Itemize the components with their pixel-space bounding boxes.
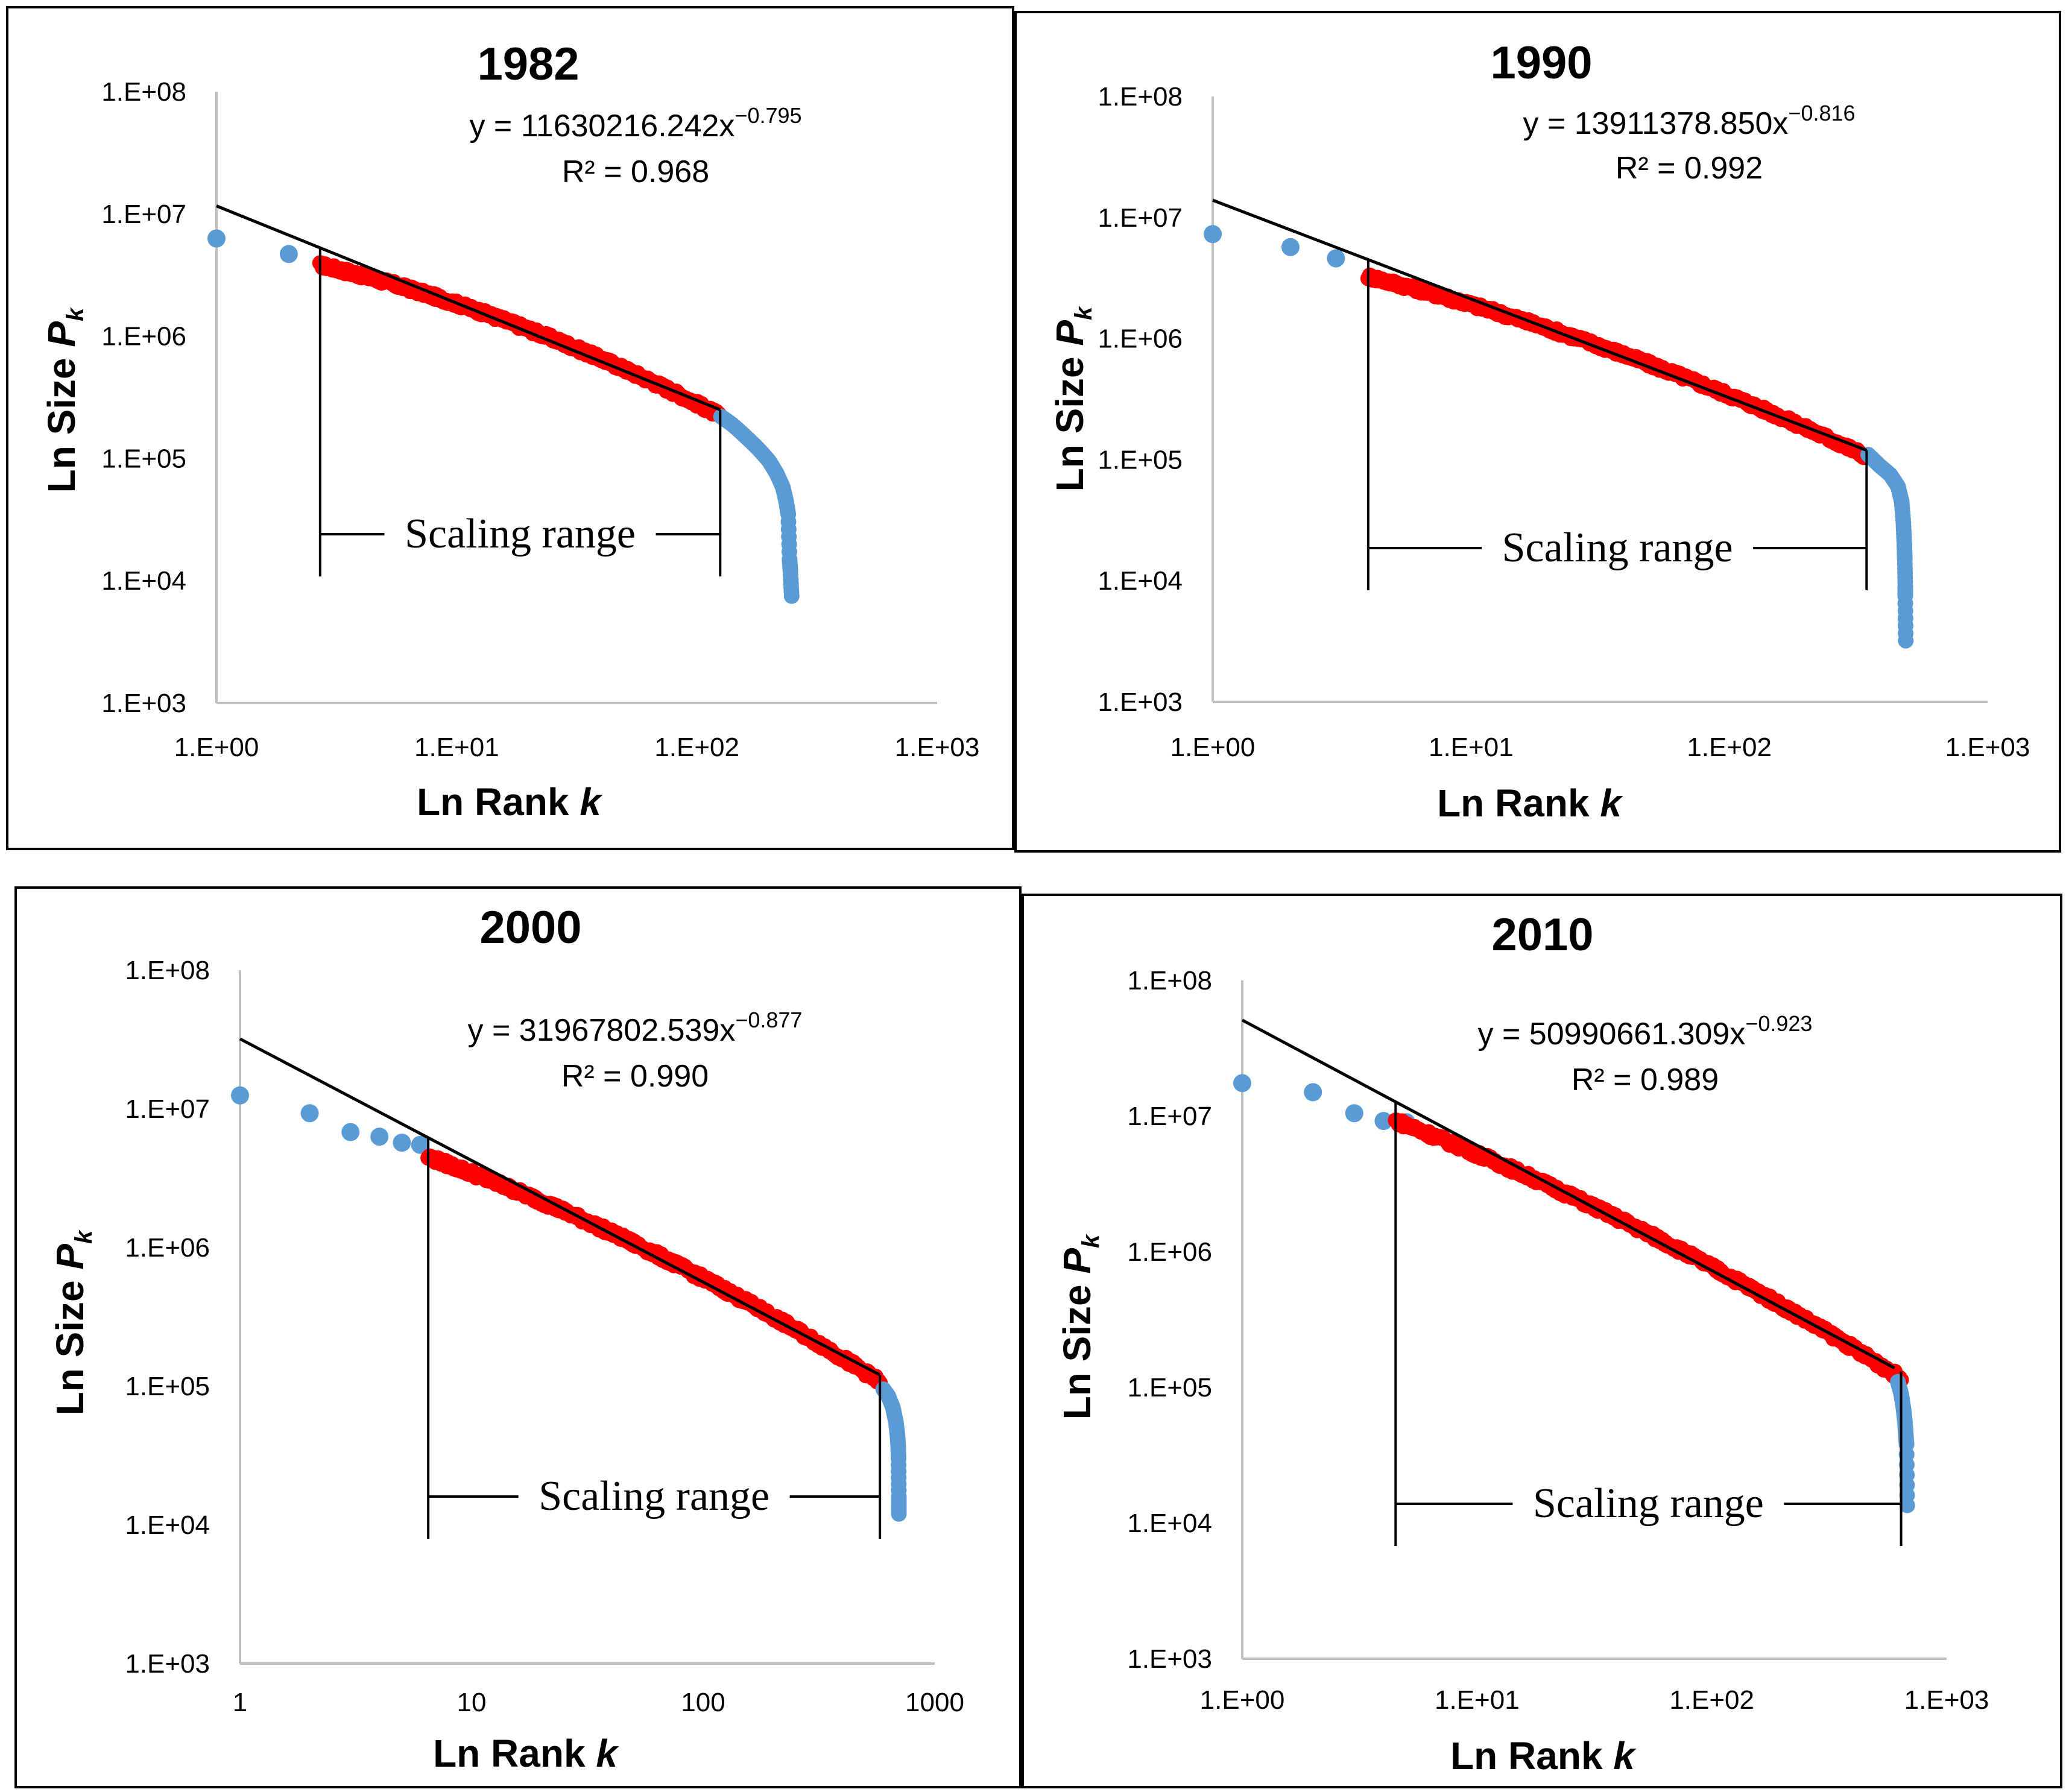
y-tick-label: 1.E+05 [1098, 445, 1183, 475]
y-tick-label: 1.E+07 [125, 1094, 210, 1124]
outer-point [393, 1134, 411, 1152]
y-tick-label: 1.E+03 [1127, 1644, 1212, 1674]
x-tick-label: 1.E+00 [1200, 1685, 1285, 1715]
x-axis-label: Ln Rank k [417, 780, 603, 824]
y-tick-label: 1.E+06 [101, 322, 186, 352]
y-tick-label: 1.E+03 [125, 1649, 210, 1679]
y-tick-label: 1.E+06 [1127, 1237, 1212, 1267]
y-tick-label: 1.E+08 [1127, 966, 1212, 995]
outer-point [300, 1104, 319, 1123]
x-axis-label: Ln Rank k [433, 1732, 619, 1775]
x-tick-label: 1.E+01 [414, 733, 499, 762]
y-tick-label: 1.E+03 [101, 689, 186, 718]
outer-point [1898, 633, 1914, 649]
r-squared: R² = 0.990 [561, 1059, 709, 1094]
y-axis-label: Ln Size Pk [1048, 306, 1097, 492]
outer-point [207, 229, 226, 248]
x-tick-label: 1.E+02 [1687, 733, 1772, 762]
y-tick-label: 1.E+06 [125, 1233, 210, 1263]
x-axis-label: Ln Rank k [1437, 781, 1623, 825]
y-tick-label: 1.E+04 [125, 1510, 210, 1540]
y-axis-label: Ln Size Pk [40, 307, 89, 493]
outer-point [1304, 1083, 1322, 1102]
y-axis-label: Ln Size Pk [1055, 1234, 1104, 1420]
y-tick-label: 1.E+05 [101, 444, 186, 473]
chart-panel-2010: 2010 1.E+03 1.E+04 1.E+05 1.E+06 1.E+07 1.E+08… [1022, 894, 2062, 1788]
y-tick-label: 1.E+03 [1098, 687, 1183, 717]
y-tick-label: 1.E+04 [101, 566, 186, 596]
outer-point [231, 1086, 249, 1105]
power-law-fit-line [1212, 198, 1868, 452]
r-squared: R² = 0.992 [1616, 151, 1763, 186]
scaling-range-label: Scaling range [405, 511, 636, 557]
power-law-fit-line [239, 1037, 881, 1377]
y-tick-label: 1.E+06 [1098, 324, 1183, 354]
outer-point [1345, 1104, 1363, 1123]
chart-1990: 1990 1.E+03 1.E+04 1.E+05 1.E+06 1.E+07 1.E+08… [1048, 37, 2030, 825]
chart-2010: 2010 1.E+03 1.E+04 1.E+05 1.E+06 1.E+07 1.E+08… [1055, 909, 1989, 1778]
x-tick-label: 10 [457, 1688, 487, 1717]
power-law-fit-line [216, 204, 721, 411]
y-tick-label: 1.E+08 [101, 77, 186, 107]
fit-equation: y = 13911378.850x−0.816 [1523, 101, 1855, 141]
data-points [1204, 225, 1914, 649]
x-tick-label: 1000 [905, 1688, 964, 1717]
fit-equation: y = 31967802.539x−0.877 [468, 1008, 803, 1048]
x-tick-label: 1.E+03 [895, 733, 980, 762]
x-tick-label: 1.E+01 [1435, 1685, 1520, 1715]
fit-equation: y = 11630216.242x−0.795 [469, 103, 801, 144]
x-tick-label: 1.E+00 [1170, 733, 1256, 762]
chart-title: 2000 [479, 902, 581, 953]
y-tick-label: 1.E+08 [1098, 82, 1183, 112]
y-tick-label: 1.E+04 [1127, 1509, 1212, 1538]
x-tick-label: 1.E+02 [654, 733, 739, 762]
scaling-range-label: Scaling range [539, 1473, 769, 1519]
power-law-fit-line [1241, 1018, 1895, 1369]
outer-point [411, 1135, 429, 1154]
y-tick-label: 1.E+04 [1098, 566, 1183, 596]
x-tick-label: 1.E+02 [1669, 1685, 1754, 1715]
x-tick-label: 1.E+03 [1945, 733, 2030, 762]
y-tick-label: 1.E+08 [125, 956, 210, 985]
x-axis-label: Ln Rank k [1450, 1734, 1637, 1778]
x-tick-label: 100 [681, 1688, 725, 1717]
chart-panel-1982: 1982 1.E+03 1.E+04 1.E+05 1.E+06 1.E+07 1.E+08… [6, 6, 1014, 850]
outer-point [1899, 1497, 1915, 1513]
x-tick-label: 1 [233, 1688, 247, 1717]
scaling-range-label: Scaling range [1502, 525, 1733, 571]
y-tick-label: 1.E+05 [1127, 1373, 1212, 1402]
outer-point [891, 1506, 907, 1522]
outer-point [1327, 249, 1345, 268]
chart-1982: 1982 1.E+03 1.E+04 1.E+05 1.E+06 1.E+07 1.E+08… [40, 39, 980, 824]
chart-panel-2000: 2000 1.E+03 1.E+04 1.E+05 1.E+06 1.E+07 1.E+08… [14, 886, 1022, 1788]
y-tick-label: 1.E+07 [1098, 203, 1183, 233]
r-squared: R² = 0.989 [1572, 1062, 1719, 1097]
y-tick-label: 1.E+07 [101, 200, 186, 229]
x-tick-label: 1.E+00 [174, 733, 259, 762]
outer-point [279, 245, 298, 263]
y-tick-label: 1.E+05 [125, 1372, 210, 1401]
y-axis-label: Ln Size Pk [48, 1229, 97, 1416]
chart-title: 1982 [477, 39, 579, 90]
outer-point [370, 1128, 389, 1146]
data-points [231, 1086, 907, 1522]
fit-equation: y = 50990661.309x−0.923 [1478, 1011, 1813, 1052]
outer-point [783, 588, 800, 604]
outer-point [1281, 238, 1300, 256]
chart-title: 1990 [1490, 37, 1592, 89]
outer-point [1204, 225, 1222, 244]
chart-2000: 2000 1.E+03 1.E+04 1.E+05 1.E+06 1.E+07 1.E+08… [48, 902, 964, 1775]
outer-point [1233, 1074, 1251, 1093]
data-points [1233, 1074, 1915, 1513]
scaling-range-label: Scaling range [1533, 1480, 1764, 1527]
y-tick-label: 1.E+07 [1127, 1102, 1212, 1131]
chart-panel-1990: 1990 1.E+03 1.E+04 1.E+05 1.E+06 1.E+07 1.E+08… [1014, 11, 2061, 853]
outer-point [341, 1123, 360, 1141]
chart-title: 2010 [1491, 909, 1593, 961]
x-tick-label: 1.E+03 [1904, 1685, 1989, 1715]
outer-point [1374, 1112, 1393, 1131]
r-squared: R² = 0.968 [562, 154, 709, 189]
x-tick-label: 1.E+01 [1429, 733, 1514, 762]
